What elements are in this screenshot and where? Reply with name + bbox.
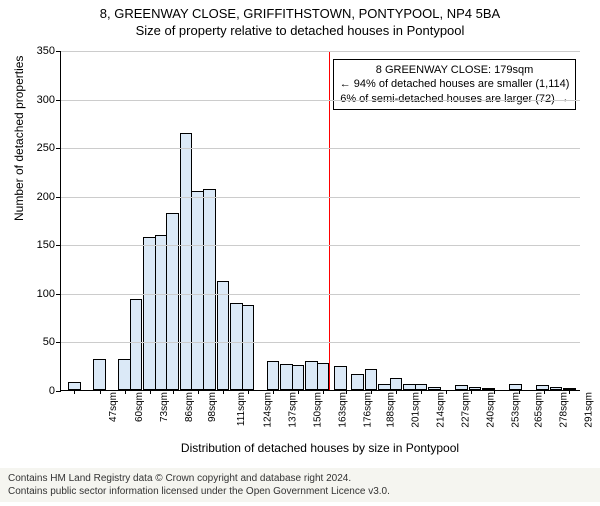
chart-title-desc: Size of property relative to detached ho…: [0, 23, 600, 38]
ytick-label: 250: [37, 142, 55, 154]
ytick-mark: [56, 391, 61, 392]
x-axis-label: Distribution of detached houses by size …: [60, 441, 580, 455]
xtick-mark: [173, 390, 174, 394]
histogram-bar: [351, 374, 364, 391]
xtick-mark: [273, 390, 274, 394]
y-axis-label: Number of detached properties: [12, 56, 26, 221]
xtick-label: 47sqm: [108, 392, 119, 422]
gridline: [61, 100, 580, 101]
histogram-bar: [334, 366, 347, 390]
ytick-mark: [56, 245, 61, 246]
histogram-bar: [482, 388, 495, 390]
xtick-label: 291sqm: [584, 392, 595, 428]
histogram-bar: [292, 365, 305, 390]
histogram-bar: [166, 213, 179, 390]
xtick-label: 278sqm: [559, 392, 570, 428]
xtick-mark: [223, 390, 224, 394]
xtick-label: 188sqm: [386, 392, 397, 428]
xtick-mark: [125, 390, 126, 394]
ytick-label: 150: [37, 239, 55, 251]
xtick-label: 111sqm: [236, 392, 247, 426]
xtick-label: 86sqm: [184, 392, 195, 422]
annotation-line1: 8 GREENWAY CLOSE: 179sqm: [340, 63, 570, 77]
ytick-mark: [56, 294, 61, 295]
xtick-label: 124sqm: [262, 392, 273, 428]
plot-inner: 8 GREENWAY CLOSE: 179sqm ← 94% of detach…: [60, 51, 580, 391]
histogram-bar: [455, 385, 468, 390]
chart-titles: 8, GREENWAY CLOSE, GRIFFITHSTOWN, PONTYP…: [0, 6, 600, 38]
xtick-mark: [396, 390, 397, 394]
ytick-label: 50: [43, 336, 55, 348]
footer-attribution: Contains HM Land Registry data © Crown c…: [0, 468, 600, 502]
xtick-mark: [150, 390, 151, 394]
xtick-mark: [446, 390, 447, 394]
annotation-box: 8 GREENWAY CLOSE: 179sqm ← 94% of detach…: [333, 59, 577, 110]
xtick-mark: [248, 390, 249, 394]
gridline: [61, 51, 580, 52]
footer-line2: Contains public sector information licen…: [8, 485, 592, 498]
histogram-bar: [267, 361, 280, 390]
xtick-mark: [494, 390, 495, 394]
footer-line1: Contains HM Land Registry data © Crown c…: [8, 472, 592, 485]
xtick-label: 201sqm: [411, 392, 422, 428]
histogram-bar: [536, 385, 549, 390]
histogram-bar: [68, 382, 81, 390]
xtick-mark: [100, 390, 101, 394]
gridline: [61, 148, 580, 149]
xtick-mark: [346, 390, 347, 394]
histogram-bar: [217, 281, 230, 390]
histogram-bar: [317, 363, 330, 390]
xtick-label: 73sqm: [159, 392, 170, 422]
xtick-label: 137sqm: [287, 392, 298, 428]
histogram-bar: [203, 189, 216, 390]
gridline: [61, 197, 580, 198]
chart-title-address: 8, GREENWAY CLOSE, GRIFFITHSTOWN, PONTYP…: [0, 6, 600, 21]
xtick-label: 150sqm: [312, 392, 323, 428]
ytick-label: 100: [37, 288, 55, 300]
ytick-mark: [56, 148, 61, 149]
gridline: [61, 294, 580, 295]
xtick-mark: [298, 390, 299, 394]
histogram-bar: [428, 387, 441, 390]
xtick-mark: [371, 390, 372, 394]
ytick-mark: [56, 197, 61, 198]
xtick-label: 214sqm: [436, 392, 447, 428]
xtick-mark: [74, 390, 75, 394]
ytick-mark: [56, 342, 61, 343]
xtick-mark: [421, 390, 422, 394]
histogram-bar: [550, 387, 563, 390]
xtick-mark: [519, 390, 520, 394]
gridline: [61, 342, 580, 343]
xtick-label: 98sqm: [207, 392, 218, 422]
xtick-mark: [198, 390, 199, 394]
xtick-mark: [569, 390, 570, 394]
histogram-bar: [130, 299, 143, 390]
ytick-label: 0: [49, 385, 55, 397]
histogram-bar: [390, 378, 403, 390]
xtick-label: 253sqm: [511, 392, 522, 428]
histogram-bar: [242, 305, 255, 390]
xtick-label: 265sqm: [534, 392, 545, 428]
gridline: [61, 245, 580, 246]
plot-area: 8 GREENWAY CLOSE: 179sqm ← 94% of detach…: [60, 51, 580, 391]
xtick-label: 240sqm: [486, 392, 497, 428]
histogram-bar: [365, 369, 378, 390]
ytick-label: 200: [37, 191, 55, 203]
xtick-mark: [471, 390, 472, 394]
xtick-mark: [323, 390, 324, 394]
xtick-label: 227sqm: [461, 392, 472, 428]
xtick-mark: [544, 390, 545, 394]
ytick-label: 300: [37, 94, 55, 106]
ytick-mark: [56, 51, 61, 52]
xtick-label: 60sqm: [134, 392, 145, 422]
ytick-label: 350: [37, 45, 55, 57]
xtick-label: 176sqm: [363, 392, 374, 428]
ytick-mark: [56, 100, 61, 101]
annotation-line2: ← 94% of detached houses are smaller (1,…: [340, 77, 570, 91]
reference-line: [329, 51, 330, 390]
histogram-bar: [93, 359, 106, 390]
xtick-label: 163sqm: [337, 392, 348, 428]
